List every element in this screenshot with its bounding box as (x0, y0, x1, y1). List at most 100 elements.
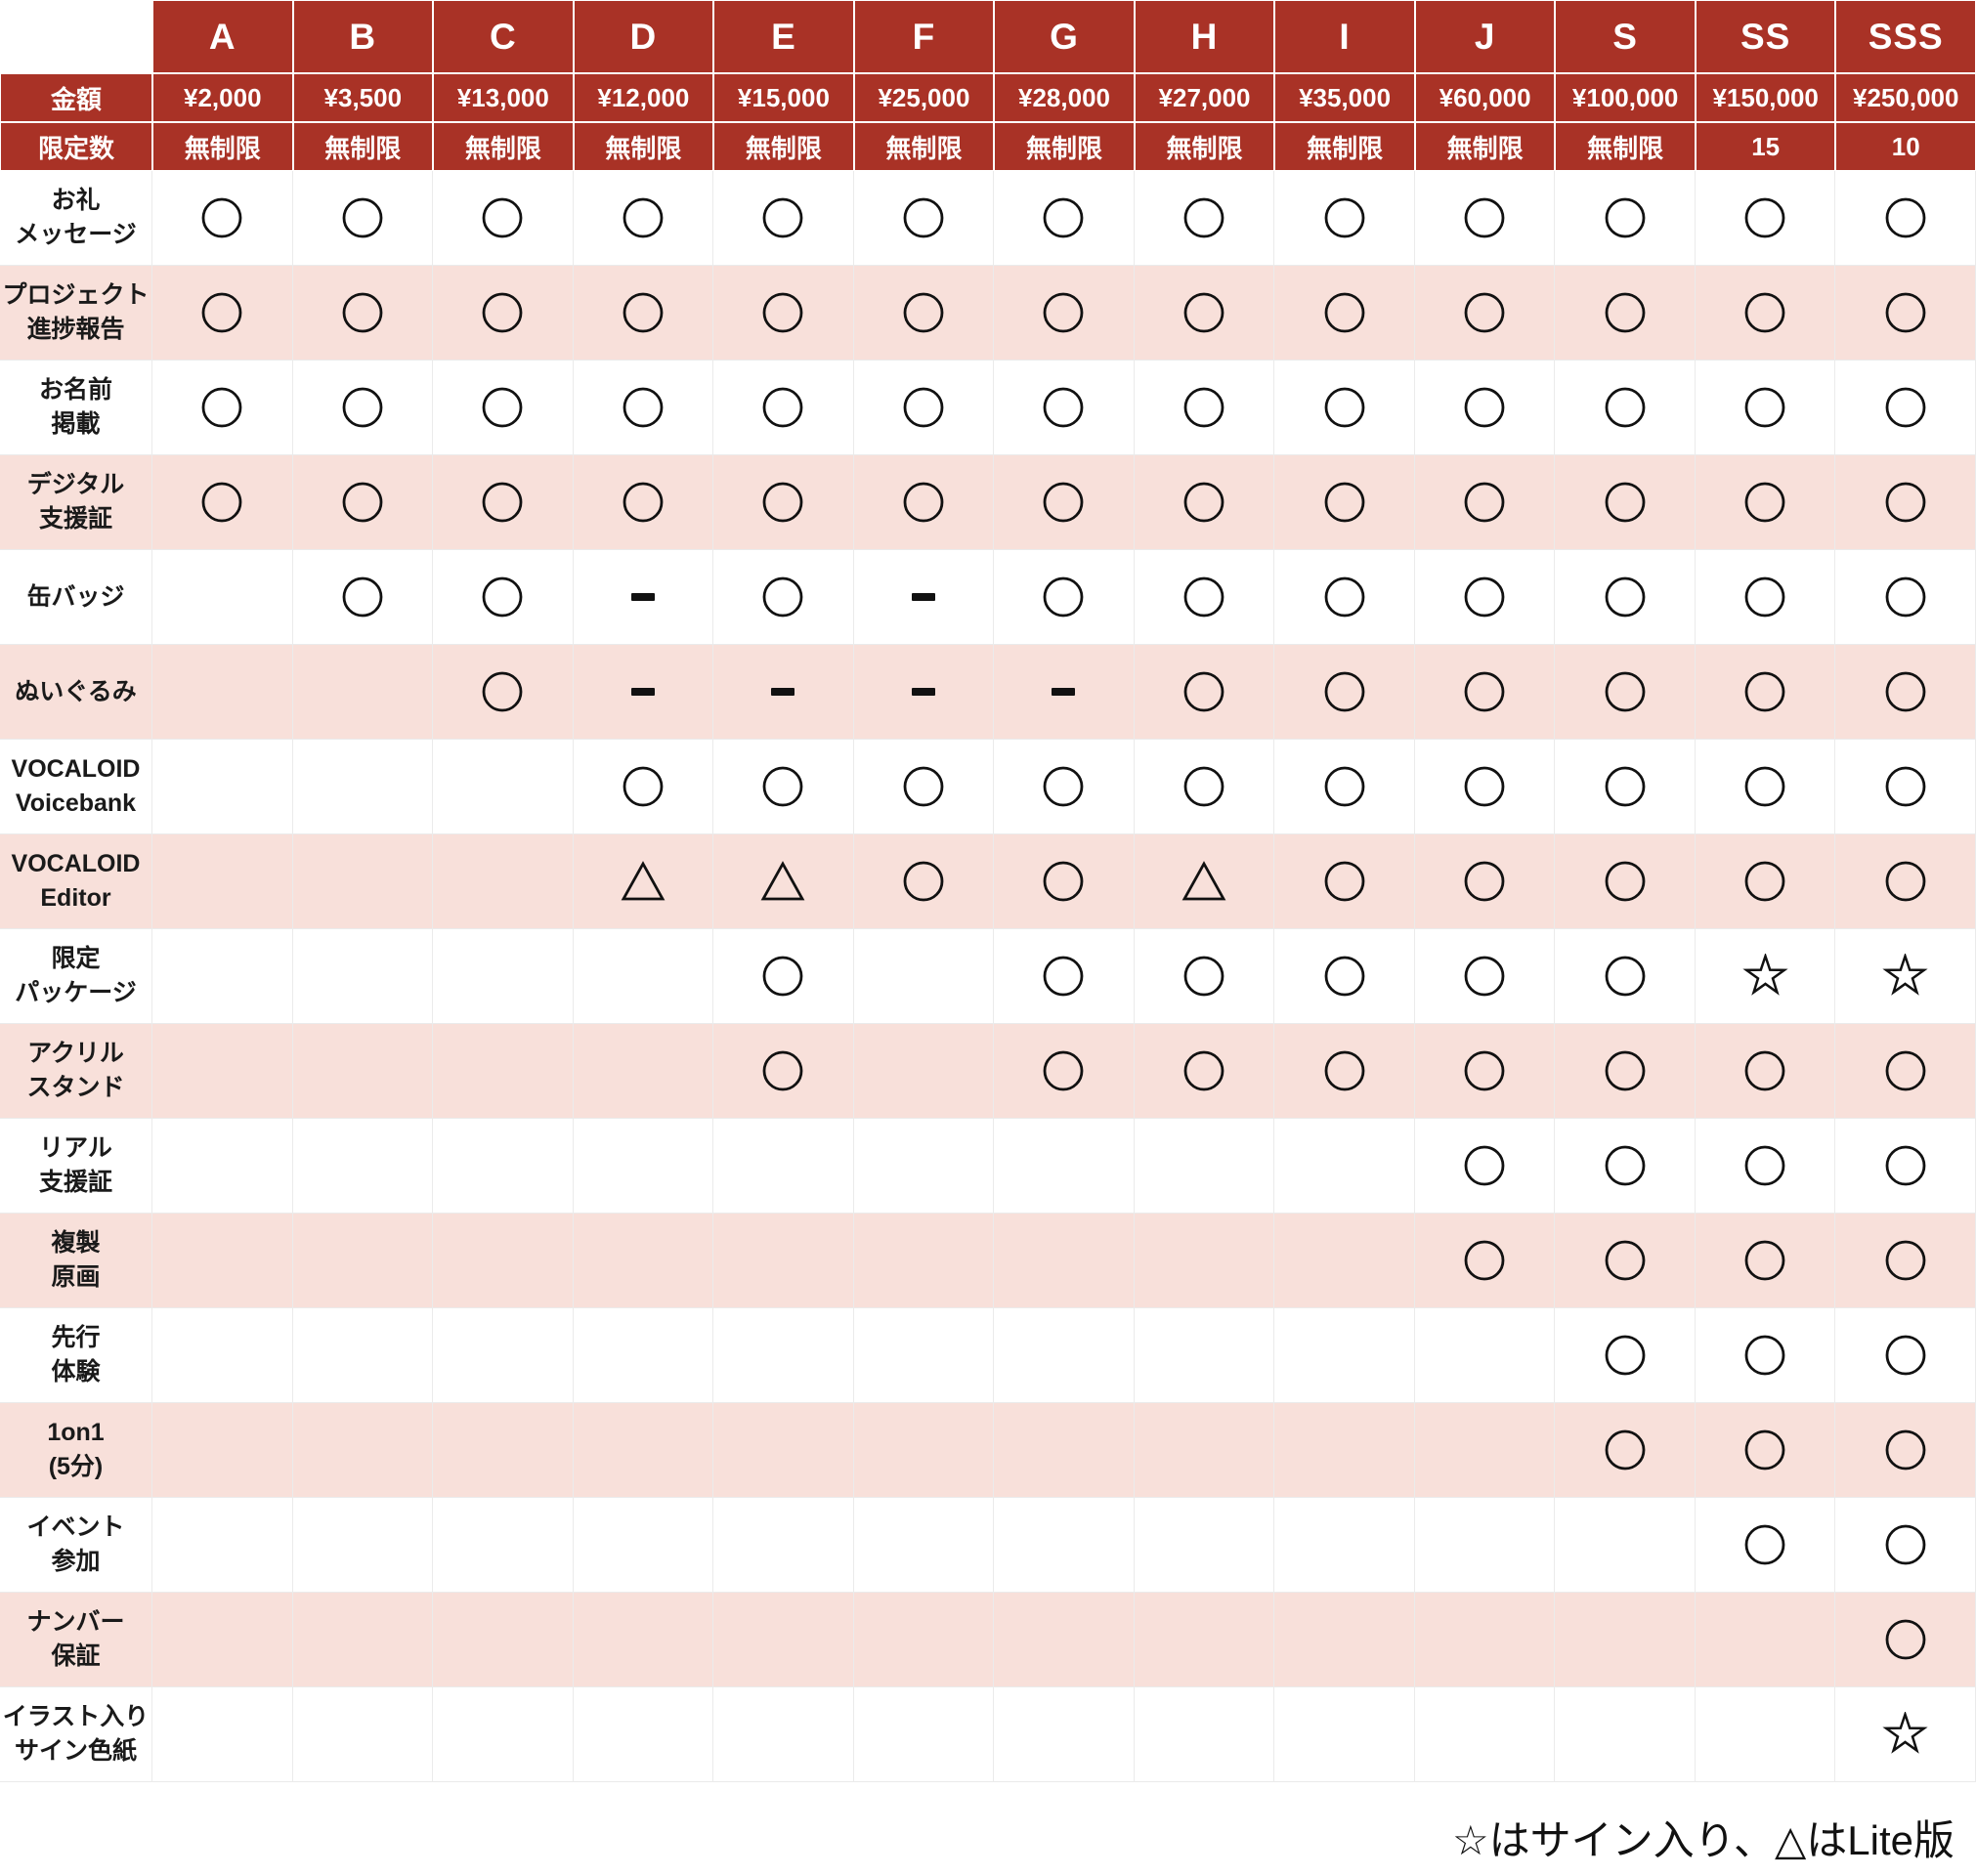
circle-icon (1884, 1523, 1927, 1566)
feature-cell (1695, 929, 1836, 1024)
feature-cell (713, 645, 854, 740)
limit-cell: 無制限 (853, 122, 995, 171)
circle-icon (1323, 765, 1366, 808)
circle-icon (1463, 481, 1506, 524)
feature-cell (292, 266, 434, 361)
feature-cell (1134, 361, 1275, 455)
circle-icon (1884, 670, 1927, 713)
feature-cell (713, 1593, 854, 1687)
feature-cell (1555, 171, 1696, 266)
feature-cell (1695, 266, 1836, 361)
tier-header-SSS: SSS (1835, 0, 1976, 73)
feature-cell (1134, 1687, 1275, 1782)
circle-icon (341, 196, 384, 239)
feature-cell (1414, 1498, 1556, 1593)
circle-icon (1743, 291, 1786, 334)
circle-icon (200, 196, 243, 239)
feature-cell (994, 361, 1135, 455)
feature-cell (713, 1214, 854, 1308)
feature-cell (1414, 550, 1556, 645)
circle-icon (1604, 481, 1647, 524)
circle-icon (1323, 576, 1366, 618)
feature-cell (1695, 1214, 1836, 1308)
feature-label: 缶バッジ (0, 550, 152, 645)
feature-cell (1274, 1119, 1415, 1214)
tier-header-G: G (994, 0, 1135, 73)
circle-icon (1743, 481, 1786, 524)
feature-cell (573, 1498, 714, 1593)
feature-cell (152, 834, 293, 929)
circle-icon (1743, 1144, 1786, 1187)
circle-icon (1042, 386, 1085, 429)
feature-cell (1274, 1403, 1415, 1498)
circle-icon (1884, 1618, 1927, 1661)
limit-cell: 無制限 (433, 122, 574, 171)
feature-label: デジタル 支援証 (0, 455, 152, 550)
feature-cell (152, 1593, 293, 1687)
feature-cell (292, 455, 434, 550)
feature-cell (1414, 1403, 1556, 1498)
feature-cell (1134, 1024, 1275, 1119)
circle-icon (1182, 576, 1225, 618)
feature-cell (853, 550, 995, 645)
circle-icon (1323, 860, 1366, 903)
tier-header-I: I (1274, 0, 1415, 73)
feature-cell (1414, 740, 1556, 834)
feature-cell (573, 929, 714, 1024)
feature-cell (1555, 550, 1696, 645)
feature-cell (1274, 1214, 1415, 1308)
circle-icon (1463, 1049, 1506, 1092)
feature-cell (994, 266, 1135, 361)
circle-icon (902, 386, 945, 429)
feature-label: 先行 体験 (0, 1308, 152, 1403)
circle-icon (1884, 1239, 1927, 1282)
tier-header-H: H (1134, 0, 1275, 73)
feature-cell (1835, 550, 1976, 645)
limit-cell: 無制限 (1555, 122, 1696, 171)
limit-cell: 無制限 (292, 122, 434, 171)
price-cell: ¥28,000 (994, 73, 1135, 122)
circle-icon (481, 386, 524, 429)
circle-icon (902, 291, 945, 334)
feature-cell (433, 1403, 574, 1498)
feature-cell (994, 1687, 1135, 1782)
feature-cell (1555, 1498, 1696, 1593)
feature-cell (1835, 1119, 1976, 1214)
feature-cell (1274, 455, 1415, 550)
feature-cell (1134, 1308, 1275, 1403)
feature-cell (994, 645, 1135, 740)
dash-icon (911, 593, 935, 601)
feature-cell (713, 1119, 854, 1214)
triangle-icon (760, 861, 805, 902)
triangle-icon (621, 861, 666, 902)
feature-cell (433, 1687, 574, 1782)
dash-icon (771, 688, 795, 696)
feature-cell (713, 171, 854, 266)
feature-cell (853, 929, 995, 1024)
feature-label: お礼 メッセージ (0, 171, 152, 266)
feature-cell (713, 1687, 854, 1782)
feature-cell (1134, 455, 1275, 550)
feature-cell (1555, 929, 1696, 1024)
circle-icon (1463, 1239, 1506, 1282)
circle-icon (1182, 765, 1225, 808)
feature-cell (994, 1308, 1135, 1403)
feature-cell (292, 834, 434, 929)
circle-icon (200, 481, 243, 524)
feature-cell (152, 1119, 293, 1214)
feature-cell (713, 1308, 854, 1403)
feature-cell (292, 1687, 434, 1782)
feature-cell (573, 740, 714, 834)
tier-header-C: C (433, 0, 574, 73)
feature-cell (433, 1119, 574, 1214)
circle-icon (1042, 765, 1085, 808)
feature-cell (1835, 1308, 1976, 1403)
feature-cell (1134, 1119, 1275, 1214)
feature-cell (1555, 834, 1696, 929)
circle-icon (1884, 765, 1927, 808)
feature-cell (853, 266, 995, 361)
feature-cell (853, 1498, 995, 1593)
feature-cell (433, 455, 574, 550)
feature-cell (713, 266, 854, 361)
feature-cell (433, 740, 574, 834)
